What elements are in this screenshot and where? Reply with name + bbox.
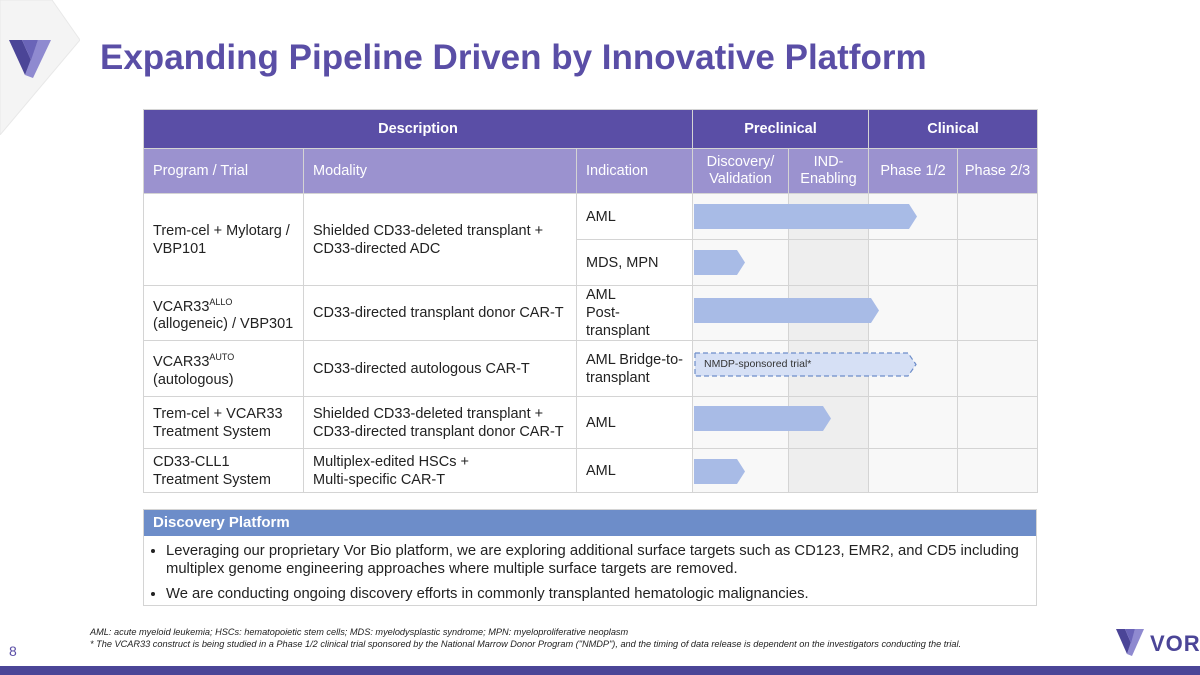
header-preclinical: Preclinical xyxy=(691,109,870,149)
modality-cell: Shielded CD33-deleted transplant + CD33-… xyxy=(303,193,577,286)
progress-bar-shape xyxy=(694,250,745,275)
table-row: VCAR33ALLO (allogeneic) / VBP301 CD33-dir… xyxy=(143,285,1039,341)
vor-logo-icon xyxy=(1116,629,1144,656)
indication-cell: AML Bridge-to-transplant xyxy=(576,340,693,397)
page-title: Expanding Pipeline Driven by Innovative … xyxy=(100,38,927,77)
program-cell: Trem-cel + VCAR33 Treatment System xyxy=(143,396,304,449)
table-row: CD33-CLL1 Treatment System Multiplex-edi… xyxy=(143,448,1039,493)
modality-cell: Shielded CD33-deleted transplant + CD33-… xyxy=(303,396,577,449)
progress-bar-cd33-cll1 xyxy=(694,459,745,484)
col-discovery: Discovery/ Validation xyxy=(692,148,789,194)
footnote-nmdp: * The VCAR33 construct is being studied … xyxy=(90,639,962,649)
indication-cell: AML Post-transplant xyxy=(576,285,693,341)
progress-bar-shape xyxy=(694,204,917,229)
col-indication: Indication xyxy=(576,148,693,194)
indication-cell: MDS, MPN xyxy=(576,239,693,286)
indication-cell: AML xyxy=(576,448,693,493)
discovery-bullets: Leveraging our proprietary Vor Bio platf… xyxy=(144,542,1036,603)
table-row: Trem-cel + VCAR33 Treatment System Shiel… xyxy=(143,396,1039,449)
footnotes: AML: acute myeloid leukemia; HSCs: hemat… xyxy=(90,626,961,650)
discovery-platform-box: Discovery Platform Leveraging our propri… xyxy=(143,509,1037,606)
page-number: 8 xyxy=(9,643,17,659)
modality-cell: Multiplex-edited HSCs + Multi-specific CA… xyxy=(303,448,577,493)
table-row: MDS, MPN xyxy=(144,239,1039,286)
list-item: Leveraging our proprietary Vor Bio platf… xyxy=(166,542,1036,578)
indication-cell: AML xyxy=(576,193,693,240)
program-cell: VCAR33ALLO (allogeneic) / VBP301 xyxy=(143,285,304,341)
progress-bar-aml xyxy=(694,204,917,229)
progress-bar-mds-mpn xyxy=(694,250,745,275)
program-cell: VCAR33AUTO (autologous) xyxy=(143,340,304,397)
progress-bar-shape xyxy=(694,298,879,323)
col-phase23: Phase 2/3 xyxy=(957,148,1039,194)
header-description: Description xyxy=(143,109,693,149)
col-modality: Modality xyxy=(303,148,577,194)
header-clinical: Clinical xyxy=(868,109,1039,149)
indication-cell: AML xyxy=(576,396,693,449)
pipeline-table: Description Preclinical Clinical Program… xyxy=(143,109,1039,493)
progress-bar-trem-cel-vcar33 xyxy=(694,406,831,431)
footnote-abbreviations: AML: acute myeloid leukemia; HSCs: hemat… xyxy=(90,627,629,637)
progress-bar-vcar33-allo xyxy=(694,298,879,323)
col-phase12: Phase 1/2 xyxy=(868,148,959,194)
vor-logo: VOR xyxy=(1115,627,1200,659)
corner-logo-icon xyxy=(0,0,80,135)
col-ind: IND-Enabling xyxy=(787,148,870,194)
vor-logo-text: VOR xyxy=(1150,631,1200,656)
modality-cell: CD33-directed autologous CAR-T xyxy=(303,340,577,397)
progress-bar-vcar33-auto xyxy=(694,352,917,377)
bottom-strip xyxy=(0,666,1200,675)
discovery-platform-heading: Discovery Platform xyxy=(144,510,1036,536)
program-cell: Trem-cel + Mylotarg / VBP101 xyxy=(143,193,304,286)
col-program: Program / Trial xyxy=(143,148,304,194)
progress-bar-shape xyxy=(694,352,917,377)
progress-bar-shape xyxy=(694,406,831,431)
nmdp-bar-label: NMDP-sponsored trial* xyxy=(704,358,812,370)
list-item: We are conducting ongoing discovery effo… xyxy=(166,585,1036,603)
modality-cell: CD33-directed transplant donor CAR-T xyxy=(303,285,577,341)
program-cell: CD33-CLL1 Treatment System xyxy=(143,448,304,493)
progress-bar-shape xyxy=(694,459,745,484)
